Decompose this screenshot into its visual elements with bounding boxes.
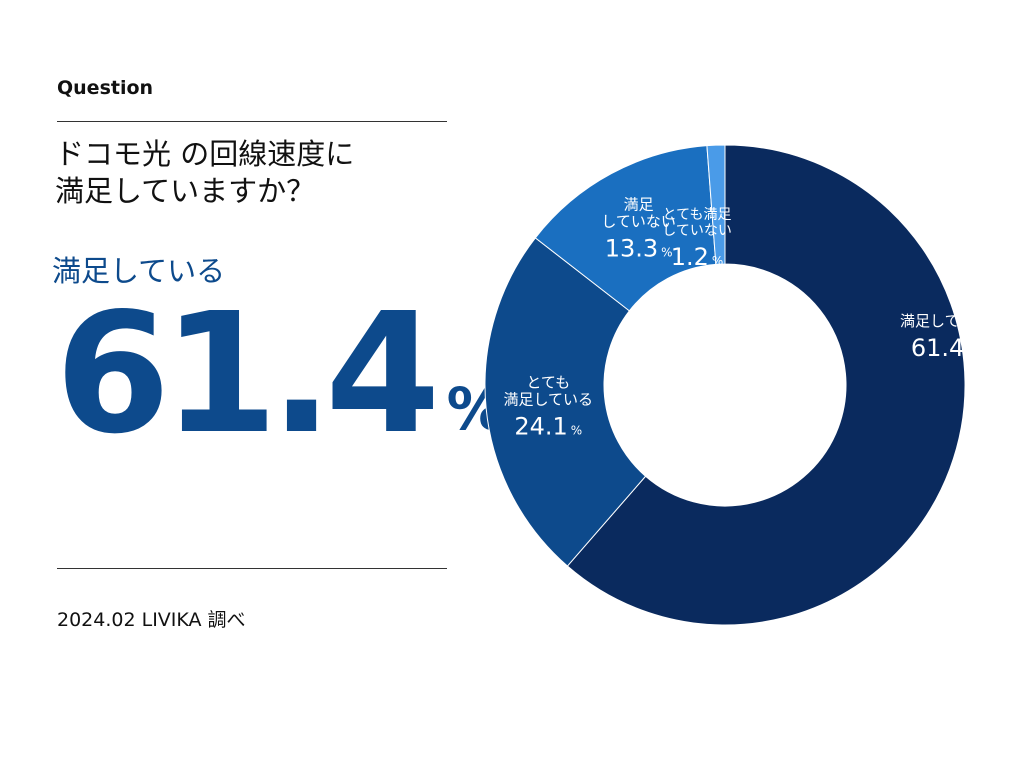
slice-value-label: 1.2% bbox=[671, 243, 724, 271]
highlight-value: 61.4 bbox=[55, 278, 441, 471]
slice-value-label: 24.1% bbox=[514, 412, 582, 440]
slice-category-label: していない bbox=[662, 223, 732, 239]
slice-category-label: していない bbox=[601, 212, 676, 230]
slice-value-label: 13.3% bbox=[605, 234, 673, 262]
donut-slice bbox=[706, 144, 726, 265]
question-label: Question bbox=[57, 77, 154, 99]
slice-category-label: 満足している bbox=[900, 312, 980, 330]
donut-chart: 満足している61.4%とても満足している24.1%満足していない13.3%とても… bbox=[484, 144, 980, 626]
slice-category-label: 満足している bbox=[503, 390, 593, 408]
bottom-divider bbox=[57, 568, 447, 569]
highlight-figure: 61.4 % bbox=[55, 290, 505, 460]
source-note: 2024.02 LIVIKA 調べ bbox=[57, 609, 246, 631]
donut-slice bbox=[484, 237, 647, 567]
top-divider bbox=[57, 121, 447, 122]
question-line-2: 満足していますか？ bbox=[55, 174, 316, 208]
question-text: ドコモ光 の回線速度に 満足していますか？ bbox=[55, 136, 455, 210]
donut-slice bbox=[566, 144, 966, 626]
slice-category-label: 満足 bbox=[624, 195, 654, 213]
question-line-1: ドコモ光 の回線速度に bbox=[55, 137, 355, 171]
slice-label: 満足している 61.4% bbox=[900, 312, 980, 362]
slice-category-label: とても満足 bbox=[663, 207, 732, 223]
slice-value-label: 61.4% bbox=[911, 334, 979, 362]
slice-category-label: とても bbox=[526, 373, 570, 391]
highlight-label: 満足している bbox=[52, 254, 226, 288]
